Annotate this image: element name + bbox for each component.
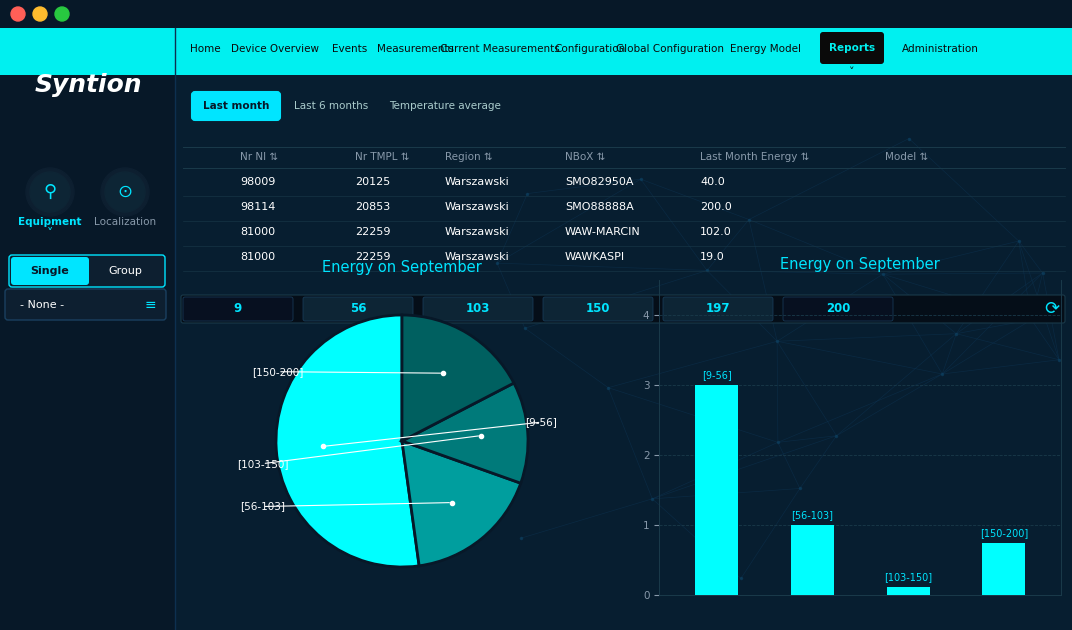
Text: Global Configuration: Global Configuration: [616, 44, 724, 54]
Circle shape: [101, 168, 149, 216]
Text: [56-103]: [56-103]: [791, 510, 833, 520]
Text: Last Month Energy ⇅: Last Month Energy ⇅: [700, 152, 809, 162]
Text: Equipment: Equipment: [18, 217, 81, 227]
FancyBboxPatch shape: [0, 28, 175, 630]
Circle shape: [105, 172, 145, 212]
Text: [9-56]: [9-56]: [525, 417, 557, 427]
Text: NBoX ⇅: NBoX ⇅: [565, 152, 606, 162]
Text: 200.0: 200.0: [700, 202, 732, 212]
Text: Group: Group: [108, 266, 142, 276]
Text: Last month: Last month: [203, 101, 269, 111]
FancyBboxPatch shape: [0, 28, 1072, 75]
Text: Nr NI ⇅: Nr NI ⇅: [240, 152, 278, 162]
Text: 103: 103: [466, 302, 490, 316]
Text: Reports: Reports: [829, 43, 875, 53]
Text: Region ⇅: Region ⇅: [445, 152, 493, 162]
Text: Temperature average: Temperature average: [389, 101, 501, 111]
FancyBboxPatch shape: [175, 75, 1072, 630]
Text: Events: Events: [332, 44, 368, 54]
Bar: [982, 543, 1026, 595]
Text: 98114: 98114: [240, 202, 276, 212]
FancyBboxPatch shape: [11, 257, 89, 285]
Circle shape: [26, 168, 74, 216]
FancyBboxPatch shape: [544, 297, 653, 321]
Text: [150-200]: [150-200]: [252, 367, 303, 377]
Bar: [791, 525, 834, 595]
Text: ˅: ˅: [47, 227, 54, 241]
Text: [103-150]: [103-150]: [884, 572, 933, 582]
Text: 20853: 20853: [355, 202, 390, 212]
Circle shape: [33, 7, 47, 21]
Text: Administration: Administration: [902, 44, 979, 54]
Text: Localization: Localization: [94, 217, 157, 227]
Text: WAWKASPI: WAWKASPI: [565, 252, 625, 262]
FancyBboxPatch shape: [192, 92, 280, 120]
Text: 197: 197: [705, 302, 730, 316]
Text: Warszawski: Warszawski: [445, 252, 510, 262]
Text: Device Overview: Device Overview: [230, 44, 319, 54]
Bar: [695, 386, 739, 595]
Text: [150-200]: [150-200]: [980, 528, 1028, 538]
Text: Single: Single: [31, 266, 70, 276]
Text: 22259: 22259: [355, 252, 390, 262]
Text: Configuration: Configuration: [554, 44, 626, 54]
Text: [103-150]: [103-150]: [237, 459, 288, 469]
Title: Energy on September: Energy on September: [780, 257, 940, 272]
Text: ⚲: ⚲: [44, 183, 57, 201]
Text: 40.0: 40.0: [700, 177, 725, 187]
Bar: [887, 587, 929, 595]
Text: 22259: 22259: [355, 227, 390, 237]
Text: ≡: ≡: [145, 298, 155, 312]
Text: 150: 150: [585, 302, 610, 316]
Circle shape: [55, 7, 69, 21]
FancyBboxPatch shape: [9, 255, 165, 287]
FancyBboxPatch shape: [181, 295, 1064, 323]
Text: 200: 200: [825, 302, 850, 316]
Text: - None -: - None -: [20, 300, 64, 310]
Text: ˅: ˅: [849, 67, 854, 77]
Text: [56-103]: [56-103]: [240, 501, 285, 512]
Text: Syntion: Syntion: [34, 73, 142, 97]
Text: 81000: 81000: [240, 252, 276, 262]
Text: SMO82950A: SMO82950A: [565, 177, 634, 187]
Wedge shape: [402, 383, 528, 483]
Text: ˅: ˅: [233, 118, 239, 130]
FancyBboxPatch shape: [662, 297, 773, 321]
Text: Model ⇅: Model ⇅: [885, 152, 928, 162]
Text: 19.0: 19.0: [700, 252, 725, 262]
Text: 81000: 81000: [240, 227, 276, 237]
FancyBboxPatch shape: [783, 297, 893, 321]
Text: Warszawski: Warszawski: [445, 227, 510, 237]
Text: 9: 9: [234, 302, 242, 316]
FancyBboxPatch shape: [5, 289, 166, 320]
Text: Energy Model: Energy Model: [730, 44, 801, 54]
FancyBboxPatch shape: [303, 297, 413, 321]
Text: Measurements: Measurements: [376, 44, 453, 54]
Text: Current Measurements: Current Measurements: [441, 44, 560, 54]
Text: Warszawski: Warszawski: [445, 202, 510, 212]
Text: WAW-MARCIN: WAW-MARCIN: [565, 227, 641, 237]
Text: 56: 56: [349, 302, 367, 316]
Text: [9-56]: [9-56]: [702, 370, 731, 381]
Text: Warszawski: Warszawski: [445, 177, 510, 187]
FancyBboxPatch shape: [423, 297, 533, 321]
Title: Energy on September: Energy on September: [322, 260, 482, 275]
Text: Nr TMPL ⇅: Nr TMPL ⇅: [355, 152, 410, 162]
Text: Last 6 months: Last 6 months: [294, 101, 368, 111]
FancyBboxPatch shape: [183, 297, 293, 321]
Wedge shape: [402, 441, 521, 566]
Text: ⊙: ⊙: [118, 183, 133, 201]
Wedge shape: [402, 315, 513, 441]
Text: 20125: 20125: [355, 177, 390, 187]
Text: 102.0: 102.0: [700, 227, 732, 237]
FancyBboxPatch shape: [820, 32, 884, 64]
Text: Home: Home: [190, 44, 221, 54]
Circle shape: [11, 7, 25, 21]
Circle shape: [30, 172, 70, 212]
Text: 98009: 98009: [240, 177, 276, 187]
Text: SMO88888A: SMO88888A: [565, 202, 634, 212]
Text: ⟳: ⟳: [1044, 300, 1059, 318]
Wedge shape: [276, 315, 419, 567]
